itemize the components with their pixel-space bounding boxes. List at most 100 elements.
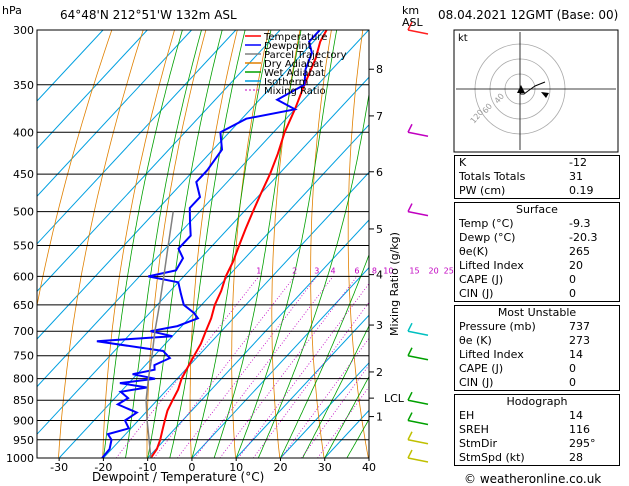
copyright-footer: © weatheronline.co.uk — [464, 472, 602, 486]
series-temperature — [149, 30, 328, 458]
pressure-tick-label: 400 — [13, 126, 34, 139]
hodo_table-row: SREH 116 — [455, 423, 619, 437]
isotherm-line — [58, 124, 369, 458]
location-label: 64°48'N 212°51'W 132m ASL — [60, 8, 237, 22]
dry-adiabat-line — [347, 30, 369, 458]
mixing-ratio-line — [317, 386, 369, 458]
hodo_table-row: EH 14 — [455, 409, 619, 423]
datetime-label: 08.04.2021 12GMT (Base: 00) — [438, 8, 619, 22]
pw-label: PW (cm) — [459, 184, 506, 197]
hodo_table-row-label: StmDir — [459, 437, 498, 450]
hodo_table-row-label: EH — [459, 409, 475, 422]
dry-adiabat-line — [420, 30, 457, 458]
k-index-label: K — [459, 156, 467, 169]
mixing-ratio-axis-title: Mixing Ratio (g/kg) — [388, 232, 401, 336]
surface-row-label: CIN (J) — [459, 287, 494, 300]
wind-barb — [407, 131, 429, 138]
pressure-tick-label: 650 — [13, 299, 34, 312]
surface-row-value: 265 — [569, 245, 590, 258]
pressure-tick-label: 600 — [13, 270, 34, 283]
surface-row: CIN (J) 0 — [455, 287, 619, 301]
mixing-ratio-line — [115, 276, 260, 458]
pressure-tick-label: 450 — [13, 168, 34, 181]
totals-value: 31 — [569, 170, 583, 183]
mixing-ratio-tick-label: 1 — [256, 266, 261, 275]
mixing-ratio-tick-label: 6 — [354, 266, 359, 275]
most_unstable-row-label: CAPE (J) — [459, 362, 504, 375]
hodo_table-row-value: 116 — [569, 423, 590, 436]
most_unstable-row-value: 0 — [569, 362, 576, 375]
most_unstable-row-label: Lifted Index — [459, 348, 524, 361]
x-tick-label: -10 — [139, 461, 157, 474]
legend-label: Dry Adiabat — [264, 59, 323, 70]
wind-barb — [407, 210, 429, 217]
hodo_table-row-label: StmSpd (kt) — [459, 451, 525, 464]
most_unstable-row: θe (K) 273 — [455, 334, 619, 348]
most_unstable-row: Pressure (mb) 737 — [455, 320, 619, 334]
mixing-ratio-line — [219, 276, 358, 458]
surface-row-value: 0 — [569, 287, 576, 300]
mixing-ratio-line — [194, 276, 334, 458]
totals-label: Totals Totals — [459, 170, 526, 183]
surface-row: Temp (°C) -9.3 — [455, 217, 619, 231]
wind-barb — [407, 419, 429, 426]
wind-barb-flag — [407, 123, 413, 133]
wind-barb — [407, 457, 429, 463]
pressure-tick-label: 700 — [13, 325, 34, 338]
surface-row-value: 20 — [569, 259, 583, 272]
indices-table: K -12 Totals Totals 31 PW (cm) 0.19 — [454, 155, 620, 199]
most_unstable-row: Lifted Index 14 — [455, 348, 619, 362]
legend-label: Wet Adiabat — [264, 68, 325, 79]
isotherm-line — [37, 76, 369, 435]
pw-value: 0.19 — [569, 184, 594, 197]
pressure-unit-label: hPa — [2, 4, 22, 17]
pressure-tick-label: 1000 — [6, 452, 34, 465]
most_unstable-row-label: θe (K) — [459, 334, 492, 347]
surface-table: Surface Temp (°C) -9.3 Dewp (°C) -20.3 θe(K)… — [454, 202, 620, 302]
mixing-ratio-tick-label: 20 — [429, 266, 439, 275]
legend-label: Temperature — [263, 32, 327, 43]
most_unstable-row-value: 0 — [569, 376, 576, 389]
x-tick-label: 40 — [362, 461, 376, 474]
pressure-tick-label: 950 — [13, 434, 34, 447]
mixing-ratio-line — [177, 276, 318, 458]
wind-barb-flag — [407, 21, 413, 31]
mixing-ratio-tick-label: 2 — [292, 266, 297, 275]
wind-barb — [407, 330, 429, 336]
hodograph-mean-marker — [517, 85, 525, 93]
isotherm-line — [37, 30, 281, 293]
wind-barb-flag — [407, 431, 413, 441]
isotherm-line — [191, 266, 369, 458]
most_unstable-row-value: 14 — [569, 348, 583, 361]
pressure-tick-label: 500 — [13, 206, 34, 219]
height-tick-label: 4 — [376, 269, 383, 282]
hodo_table-row: StmSpd (kt) 28 — [455, 451, 619, 465]
pressure-tick-label: 900 — [13, 415, 34, 428]
isotherm-line — [37, 30, 369, 388]
surface-row: Dewp (°C) -20.3 — [455, 231, 619, 245]
x-tick-label: 10 — [229, 461, 243, 474]
isotherm-line — [280, 362, 369, 458]
hodograph-title: Hodograph — [506, 395, 568, 408]
isotherm-line — [37, 30, 237, 245]
most-unstable-title: Most Unstable — [497, 306, 577, 319]
wind-barb-flag — [407, 449, 413, 459]
hodo_table-row-value: 295° — [569, 437, 596, 450]
x-tick-label: 30 — [318, 461, 332, 474]
surface-row-value: -9.3 — [569, 217, 591, 230]
hodograph-table: Hodograph EH 14 SREH 116 StmDir 295° StmSpd (k… — [454, 394, 620, 466]
legend-label: Dewpoint — [264, 41, 312, 52]
height-tick-label: 3 — [376, 319, 383, 332]
surface-row-value: 0 — [569, 273, 576, 286]
pressure-tick-label: 800 — [13, 373, 34, 386]
x-tick-label: 0 — [188, 461, 195, 474]
isotherm-line — [147, 219, 369, 458]
pressure-tick-label: 300 — [13, 24, 34, 37]
isotherm-line — [103, 171, 369, 458]
profile-curves — [96, 30, 328, 458]
surface-title: Surface — [516, 203, 558, 216]
x-axis-title: Dewpoint / Temperature (°C) — [92, 470, 265, 484]
